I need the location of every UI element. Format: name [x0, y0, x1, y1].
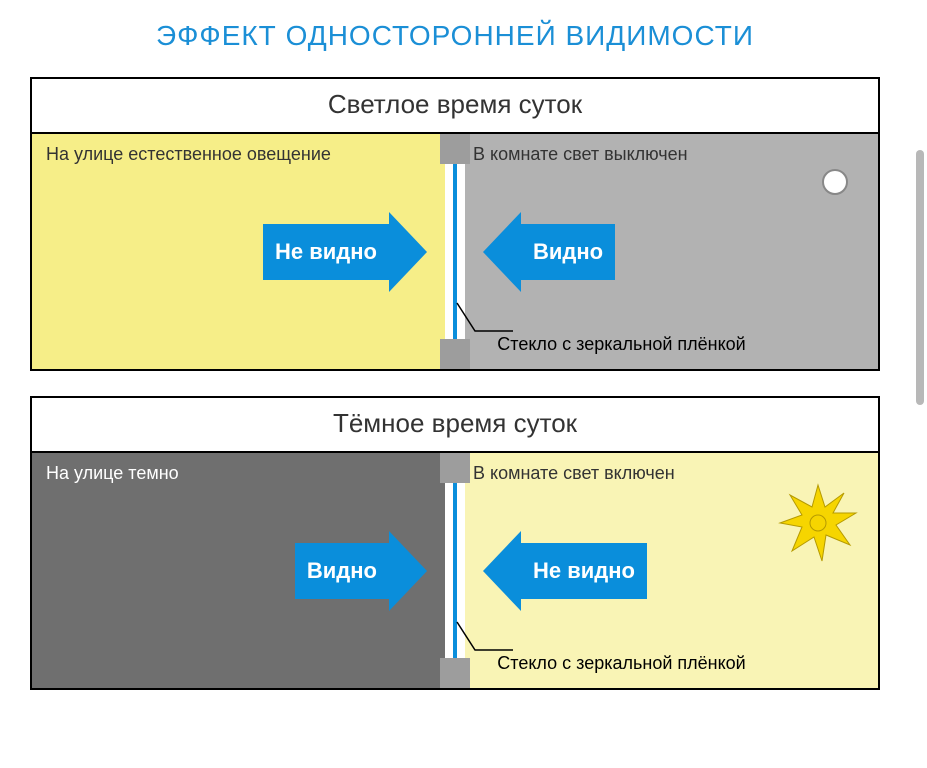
arrow-head-icon: [389, 212, 427, 292]
night-right-arrow: Не видно: [483, 543, 647, 599]
arrow-head-icon: [389, 531, 427, 611]
night-left-arrow: Видно: [295, 543, 427, 599]
night-left-side: На улице темно Видно: [32, 453, 455, 688]
glass-label: Стекло с зеркальной плёнкой: [497, 334, 745, 355]
lamp-icon: [822, 169, 848, 195]
day-left-side: На улице естественное овещение Не видно: [32, 134, 455, 369]
arrow-head-icon: [483, 531, 521, 611]
arrow-head-icon: [483, 212, 521, 292]
arrow-label: Видно: [295, 543, 389, 599]
night-left-caption: На улице темно: [46, 463, 179, 484]
scrollbar-thumb[interactable]: [916, 150, 924, 405]
panel-night-title: Тёмное время суток: [32, 398, 878, 453]
main-title: ЭФФЕКТ ОДНОСТОРОННЕЙ ВИДИМОСТИ: [30, 20, 880, 52]
day-right-arrow: Видно: [483, 224, 615, 280]
sun-icon: [778, 483, 858, 563]
day-left-arrow: Не видно: [263, 224, 427, 280]
arrow-label: Видно: [521, 224, 615, 280]
day-right-caption: В комнате свет выключен: [473, 144, 688, 165]
panel-day: Светлое время суток На улице естественно…: [30, 77, 880, 371]
glass-label: Стекло с зеркальной плёнкой: [497, 653, 745, 674]
night-right-caption: В комнате свет включен: [473, 463, 675, 484]
arrow-label: Не видно: [521, 543, 647, 599]
day-left-caption: На улице естественное овещение: [46, 144, 331, 165]
arrow-label: Не видно: [263, 224, 389, 280]
panel-day-title: Светлое время суток: [32, 79, 878, 134]
panel-night: Тёмное время суток На улице темно Видно …: [30, 396, 880, 690]
